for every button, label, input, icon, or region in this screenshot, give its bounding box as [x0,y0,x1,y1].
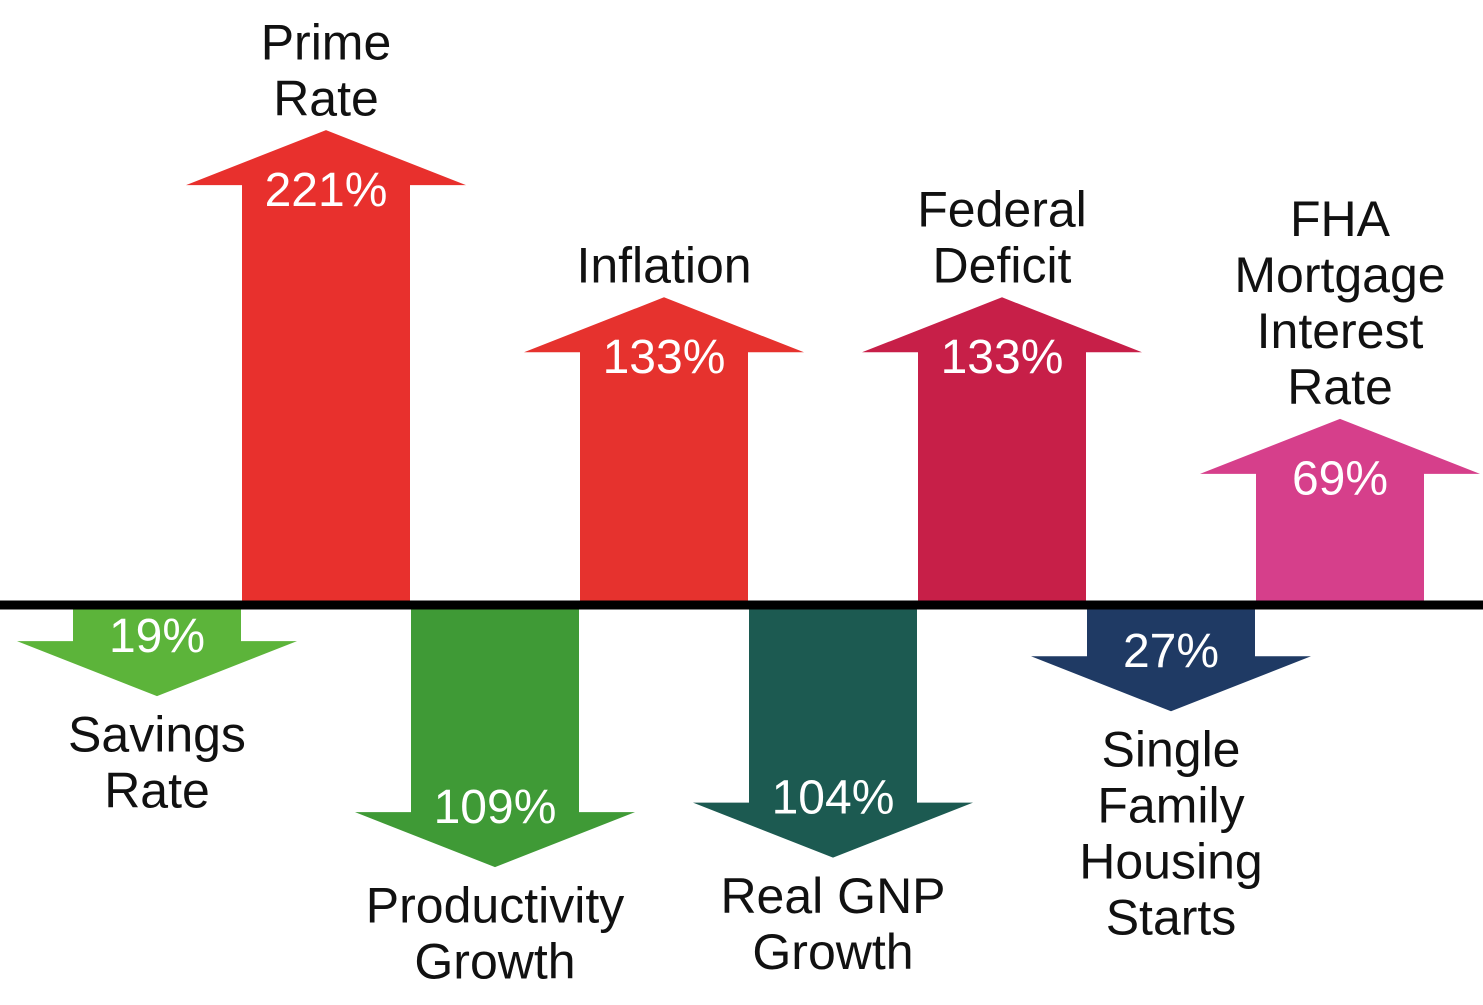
value-label: 19% [109,610,205,663]
category-label: Growth [414,933,575,989]
category-label: Deficit [933,238,1072,294]
arrow [693,605,973,858]
value-label: 133% [941,331,1064,384]
category-label: Inflation [576,238,751,294]
category-label: Prime [261,14,392,70]
value-label: 27% [1123,625,1219,678]
category-label: Savings [68,706,246,762]
arrow [524,297,804,605]
arrow [1031,605,1311,712]
category-label: Federal [917,182,1087,238]
value-label: 221% [265,164,388,217]
value-label: 69% [1292,453,1388,506]
arrow [17,605,297,697]
category-label: Single [1102,722,1241,778]
value-label: 104% [772,771,895,824]
arrow [862,297,1142,605]
category-label: Real GNP [720,868,945,924]
category-label: Family [1097,778,1244,834]
value-label: 133% [603,331,726,384]
category-label: Productivity [366,877,624,933]
arrow [186,130,466,605]
category-label: Mortgage [1234,247,1445,303]
category-label: Rate [104,762,210,818]
value-label: 109% [434,781,557,834]
arrow [1200,418,1480,605]
category-label: FHA [1290,191,1391,247]
category-label: Growth [752,924,913,980]
category-label: Starts [1106,890,1237,946]
category-label: Rate [1287,359,1393,415]
category-label: Interest [1257,303,1424,359]
arrow [355,605,635,868]
category-label: Housing [1079,834,1262,890]
category-label: Rate [273,70,379,126]
